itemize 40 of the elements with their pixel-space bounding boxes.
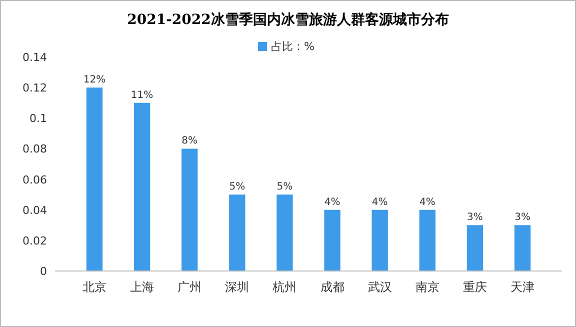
x-tick-label: 武汉 bbox=[368, 280, 392, 294]
data-label: 3% bbox=[514, 212, 530, 224]
data-label: 12% bbox=[83, 74, 106, 86]
y-tick-label: 0.14 bbox=[22, 51, 47, 64]
x-tick-label: 天津 bbox=[510, 280, 535, 294]
data-label: 4% bbox=[372, 196, 388, 208]
y-tick-label: 0 bbox=[40, 265, 47, 278]
data-label: 3% bbox=[467, 212, 483, 224]
bar bbox=[86, 88, 103, 271]
bar bbox=[419, 210, 436, 271]
y-tick-label: 0.04 bbox=[22, 204, 47, 217]
x-tick-label: 重庆 bbox=[462, 280, 487, 294]
x-tick-label: 杭州 bbox=[272, 280, 297, 294]
x-tick-label: 深圳 bbox=[225, 280, 250, 294]
bar bbox=[182, 148, 198, 271]
data-label: 5% bbox=[229, 182, 246, 193]
legend-label: 占比：% bbox=[271, 40, 314, 53]
data-label: 4% bbox=[324, 196, 340, 208]
bar bbox=[134, 102, 150, 271]
chart-title: 2021-2022冰雪季国内冰雪旅游人群客源城市分布 bbox=[127, 11, 449, 28]
y-tick-label: 0.08 bbox=[22, 142, 47, 156]
bar bbox=[229, 194, 246, 271]
bar bbox=[276, 194, 293, 271]
y-tick-label: 0.02 bbox=[22, 234, 47, 248]
data-label: 8% bbox=[182, 136, 198, 147]
x-tick-label: 广州 bbox=[178, 280, 202, 294]
x-tick-label: 上海 bbox=[130, 280, 154, 294]
y-tick-label: 0.12 bbox=[22, 82, 47, 95]
x-tick-label: 成都 bbox=[320, 280, 344, 294]
y-tick-label: 0.1 bbox=[30, 112, 47, 126]
y-tick-label: 0.06 bbox=[22, 173, 47, 186]
bar bbox=[372, 210, 388, 271]
bar bbox=[466, 225, 484, 271]
data-label: 11% bbox=[130, 90, 154, 101]
data-label: 5% bbox=[276, 182, 293, 193]
bar bbox=[324, 210, 340, 271]
x-tick-label: 北京 bbox=[82, 280, 106, 294]
bar bbox=[514, 225, 531, 271]
data-label: 4% bbox=[419, 196, 436, 208]
x-tick-label: 南京 bbox=[415, 280, 440, 294]
